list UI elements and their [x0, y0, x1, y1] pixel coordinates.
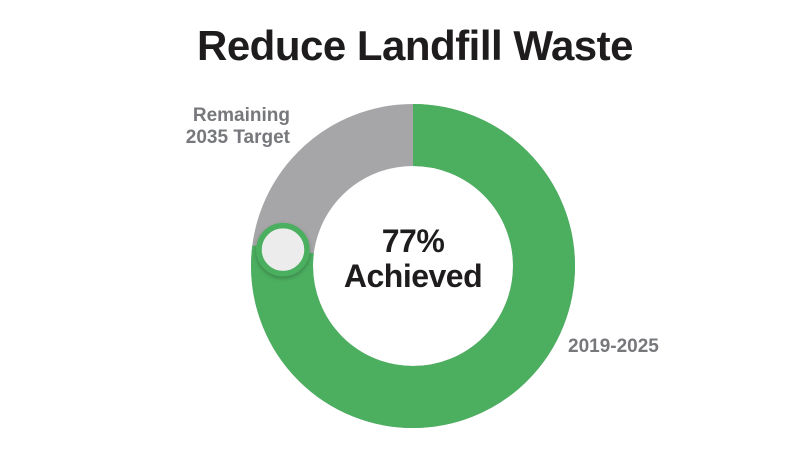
label-remaining-target: Remaining 2035 Target [140, 105, 290, 149]
achieved-caption: Achieved [343, 258, 483, 294]
chart-title: Reduce Landfill Waste [196, 22, 634, 69]
progress-marker-icon [256, 222, 310, 277]
achieved-percent-value: 77% [381, 223, 445, 259]
label-remaining-line2: 2035 Target [185, 127, 290, 148]
label-period: 2019-2025 [568, 336, 659, 357]
donut-center-label: 77% Achieved [343, 223, 483, 294]
label-remaining-line1: Remaining [192, 105, 290, 126]
